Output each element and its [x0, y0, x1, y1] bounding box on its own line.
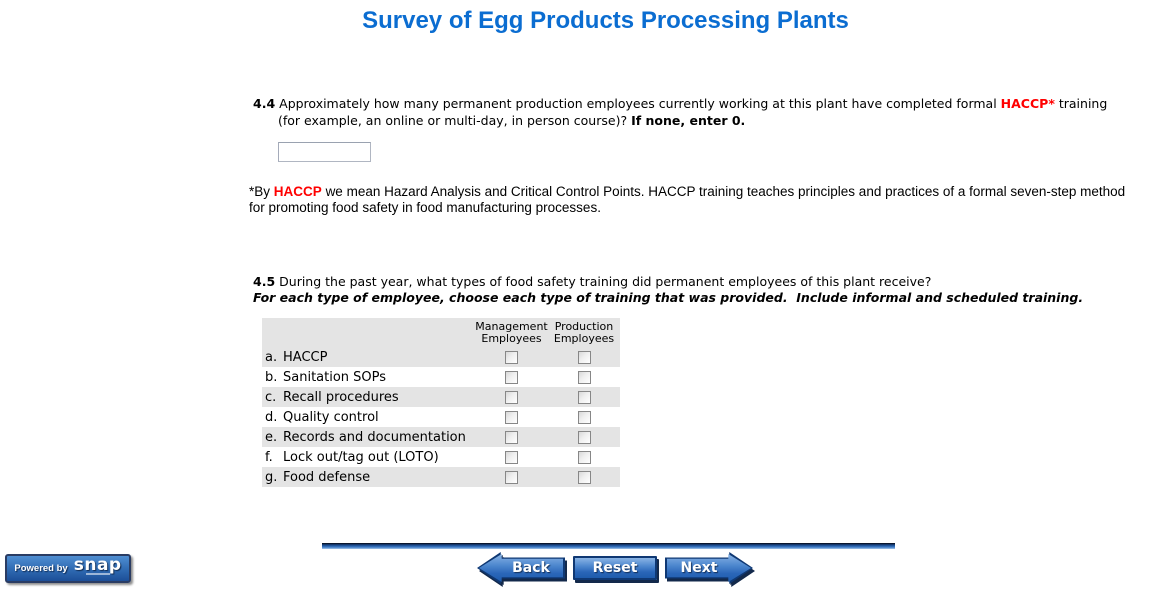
question-4-5-line1: 4.5 During the past year, what types of … — [253, 274, 1161, 290]
row-letter: c. — [265, 389, 277, 405]
production-checkbox[interactable] — [577, 470, 591, 484]
row-label: HACCP — [283, 349, 328, 365]
management-checkbox[interactable] — [505, 470, 518, 484]
instruction-text: For each type of employee, choose each t… — [253, 290, 1084, 305]
table-row: a. HACCP — [262, 347, 620, 367]
management-checkbox[interactable] — [505, 370, 518, 384]
training-table: Management Employees Production Employees … — [262, 318, 620, 487]
column-header-text: Management — [475, 320, 548, 333]
snap-brand: snap — [73, 555, 122, 575]
column-header-text: Employees — [481, 332, 542, 345]
page-title: Survey of Egg Products Processing Plants — [362, 7, 849, 34]
reset-button-label: Reset — [592, 560, 638, 576]
row-letter: g. — [265, 469, 278, 485]
nav-divider-bar — [322, 543, 895, 549]
table-row: b. Sanitation SOPs — [262, 367, 620, 387]
row-label: Food defense — [283, 469, 371, 485]
row-letter: d. — [265, 409, 278, 425]
management-checkbox[interactable] — [505, 390, 518, 404]
management-checkbox[interactable] — [505, 450, 518, 464]
question-number: 4.4 — [253, 96, 276, 111]
back-button-label: Back — [512, 560, 550, 576]
production-checkbox[interactable] — [577, 410, 591, 424]
row-letter: e. — [265, 429, 278, 445]
row-label: Lock out/tag out (LOTO) — [283, 449, 439, 465]
haccp-highlight: HACCP* — [1000, 96, 1055, 111]
question-text: (for example, an online or multi-day, in… — [278, 113, 628, 128]
table-row: f. Lock out/tag out (LOTO) — [262, 447, 620, 467]
enter-zero-note: If none, enter 0. — [631, 113, 746, 128]
question-4-5: 4.5 During the past year, what types of … — [253, 274, 1161, 306]
column-header-management: Management Employees — [475, 318, 548, 347]
question-4-4-line2: (for example, an online or multi-day, in… — [278, 112, 1161, 129]
row-label: Recall procedures — [283, 389, 399, 405]
haccp-footnote: *By HACCP we mean Hazard Analysis and Cr… — [249, 184, 1131, 216]
back-button[interactable]: Back — [477, 552, 565, 584]
next-button-label: Next — [680, 560, 718, 576]
production-checkbox[interactable] — [577, 390, 591, 404]
management-checkbox[interactable] — [505, 410, 518, 424]
reset-button[interactable]: Reset — [573, 556, 657, 580]
question-4-4: 4.4 Approximately how many permanent pro… — [253, 95, 1161, 129]
table-row: d. Quality control — [262, 407, 620, 427]
header-spacer — [262, 318, 475, 347]
question-text: During the past year, what types of food… — [279, 274, 932, 289]
table-header-row: Management Employees Production Employees — [262, 318, 620, 347]
production-checkbox[interactable] — [577, 430, 591, 444]
management-checkbox[interactable] — [505, 350, 518, 364]
footnote-text: we mean Hazard Analysis and Critical Con… — [249, 184, 1126, 215]
table-row: g. Food defense — [262, 467, 620, 487]
next-button[interactable]: Next — [665, 552, 753, 584]
table-row: c. Recall procedures — [262, 387, 620, 407]
column-header-production: Production Employees — [548, 318, 620, 347]
production-checkbox[interactable] — [577, 450, 591, 464]
haccp-highlight: HACCP — [273, 184, 322, 199]
row-label: Records and documentation — [283, 429, 466, 445]
column-header-text: Production — [554, 320, 614, 333]
question-text: Approximately how many permanent product… — [279, 96, 997, 111]
employee-count-input[interactable] — [278, 142, 371, 162]
footnote-text: *By — [249, 184, 271, 199]
row-label: Sanitation SOPs — [283, 369, 387, 385]
question-text: training — [1058, 96, 1108, 111]
row-letter: b. — [265, 369, 278, 385]
table-row: e. Records and documentation — [262, 427, 620, 447]
production-checkbox[interactable] — [577, 350, 591, 364]
question-4-4-line1: 4.4 Approximately how many permanent pro… — [253, 95, 1161, 112]
column-header-text: Employees — [553, 332, 615, 345]
powered-by-snap-logo[interactable]: Powered by snap — [5, 554, 131, 583]
row-letter: a. — [265, 349, 278, 365]
powered-by-label: Powered by — [14, 563, 68, 574]
question-number: 4.5 — [253, 274, 276, 289]
row-letter: f. — [265, 449, 273, 465]
management-checkbox[interactable] — [505, 430, 518, 444]
row-label: Quality control — [283, 409, 379, 425]
nav-buttons: Back Reset Next — [477, 550, 753, 586]
production-checkbox[interactable] — [577, 370, 591, 384]
